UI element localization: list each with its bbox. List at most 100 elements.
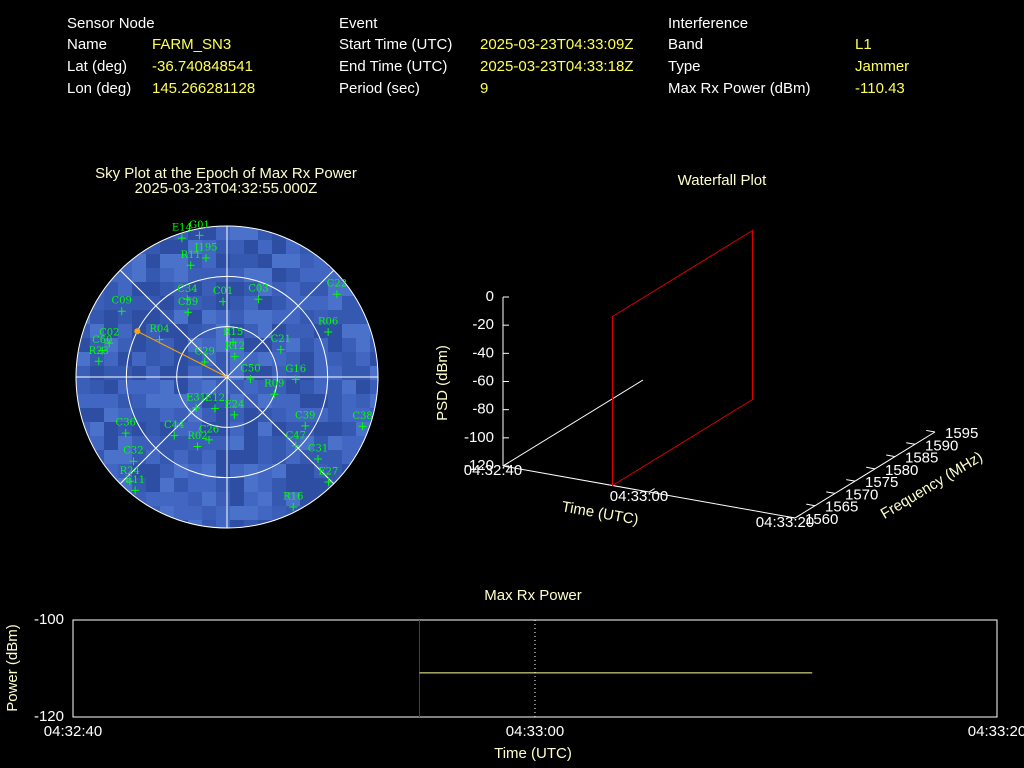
sky-patch (188, 268, 202, 282)
psd-surface-cell (725, 423, 738, 458)
psd-surface-cell (750, 479, 763, 491)
sky-patch (202, 254, 216, 268)
field-label: Type (668, 58, 701, 75)
sky-patch (356, 394, 370, 408)
psd-surface-cell (700, 345, 713, 360)
psd-surface-cell (760, 364, 773, 377)
psd-surface-cell (761, 354, 774, 360)
sky-patch (216, 450, 230, 464)
x-tick-label: 04:33:00 (506, 723, 564, 740)
sky-patch (146, 422, 160, 436)
satellite-marker (94, 357, 103, 366)
sky-patch (244, 254, 258, 268)
satellite-marker (200, 357, 209, 366)
satellite-marker (246, 375, 255, 384)
psd-surface-cell (733, 486, 746, 494)
sky-patch (132, 380, 146, 394)
psd-surface-cell (608, 461, 621, 468)
sky-patch (342, 436, 356, 450)
freq-tick (906, 442, 916, 445)
psd-surface-cell (871, 375, 884, 401)
satellite-marker (155, 335, 164, 344)
sky-patch (244, 450, 258, 464)
psd-surface-cell (810, 369, 823, 375)
psd-surface-cell (732, 426, 745, 464)
sky-patch (244, 268, 258, 282)
psd-surface-cell (642, 472, 655, 479)
psd-surface-cell (677, 471, 690, 484)
satellite-marker (289, 503, 298, 512)
psd-surface-cell (714, 396, 727, 426)
psd-surface-cell (740, 426, 753, 464)
sky-patch (118, 422, 132, 436)
sky-patch (146, 394, 160, 408)
satellite-marker (314, 454, 323, 463)
psd-surface-cell (902, 378, 915, 411)
psd-surface-cell (701, 361, 714, 378)
psd-surface-cell (612, 454, 625, 463)
psd-surface-cell (692, 345, 705, 360)
freq-tick-label: 1575 (865, 474, 898, 491)
satellite-label: E27 (318, 466, 338, 477)
psd-surface-cell (772, 387, 785, 415)
psd-surface-cell (693, 363, 706, 378)
psd-surface-cell (635, 460, 648, 469)
satellite-marker (125, 477, 134, 486)
sky-patch (300, 436, 314, 450)
psd-surface-cell (741, 330, 754, 340)
sky-patch (300, 268, 314, 282)
sky-patch (188, 380, 202, 394)
sky-patch (244, 296, 258, 310)
psd-surface-cell (785, 481, 798, 492)
sky-patch (90, 408, 104, 422)
satellite-label: C22 (327, 279, 347, 290)
psd-surface-cell (797, 328, 810, 336)
sky-patch (202, 240, 216, 254)
sky-patch (314, 422, 328, 436)
psd-surface-cell (729, 334, 742, 351)
sky-patch (188, 464, 202, 478)
satellite-label: E11 (125, 475, 145, 486)
sky-patch (188, 492, 202, 506)
psd-surface-cell (707, 379, 720, 384)
sky-patch (216, 506, 230, 520)
satellite-label: C44 (164, 420, 184, 431)
psd-surface-cell (813, 404, 826, 448)
freq-tick (846, 479, 856, 482)
sky-patch (174, 422, 188, 436)
psd-surface-cell (710, 481, 724, 489)
sky-patch (258, 492, 272, 506)
sky-patch (300, 394, 314, 408)
sky-patch (342, 366, 356, 380)
psd-surface-cell (701, 469, 714, 478)
satellite-marker (301, 421, 310, 430)
psd-surface-cell (783, 367, 796, 378)
sky-patch (174, 492, 188, 506)
sky-patch (370, 366, 378, 380)
sky-patch (202, 408, 216, 422)
psd-surface-cell (726, 383, 739, 402)
sky-patch (118, 464, 132, 478)
psd-surface-cell (845, 346, 858, 365)
sky-patch (174, 408, 188, 422)
psd-surface-cell (738, 348, 751, 363)
sky-patch (300, 464, 314, 478)
psd-surface-cell (669, 471, 682, 481)
freq-tick (926, 429, 936, 433)
field-label: Band (668, 36, 703, 53)
psd-surface-cell (752, 364, 765, 377)
sky-patch (342, 324, 356, 338)
sky-patch (272, 310, 286, 324)
psd-surface-cell (820, 355, 833, 366)
psd-surface-cell (737, 404, 750, 432)
psd-surface-cell (798, 367, 811, 379)
sky-patch (174, 478, 188, 492)
psd-surface-cell (808, 361, 821, 373)
sky-patch (370, 352, 378, 366)
sky-patch (230, 478, 244, 492)
psd-surface-cell (894, 378, 907, 407)
sky-patch (258, 268, 272, 282)
psd-surface-cell (723, 350, 736, 361)
psd-surface-cell (759, 461, 772, 483)
